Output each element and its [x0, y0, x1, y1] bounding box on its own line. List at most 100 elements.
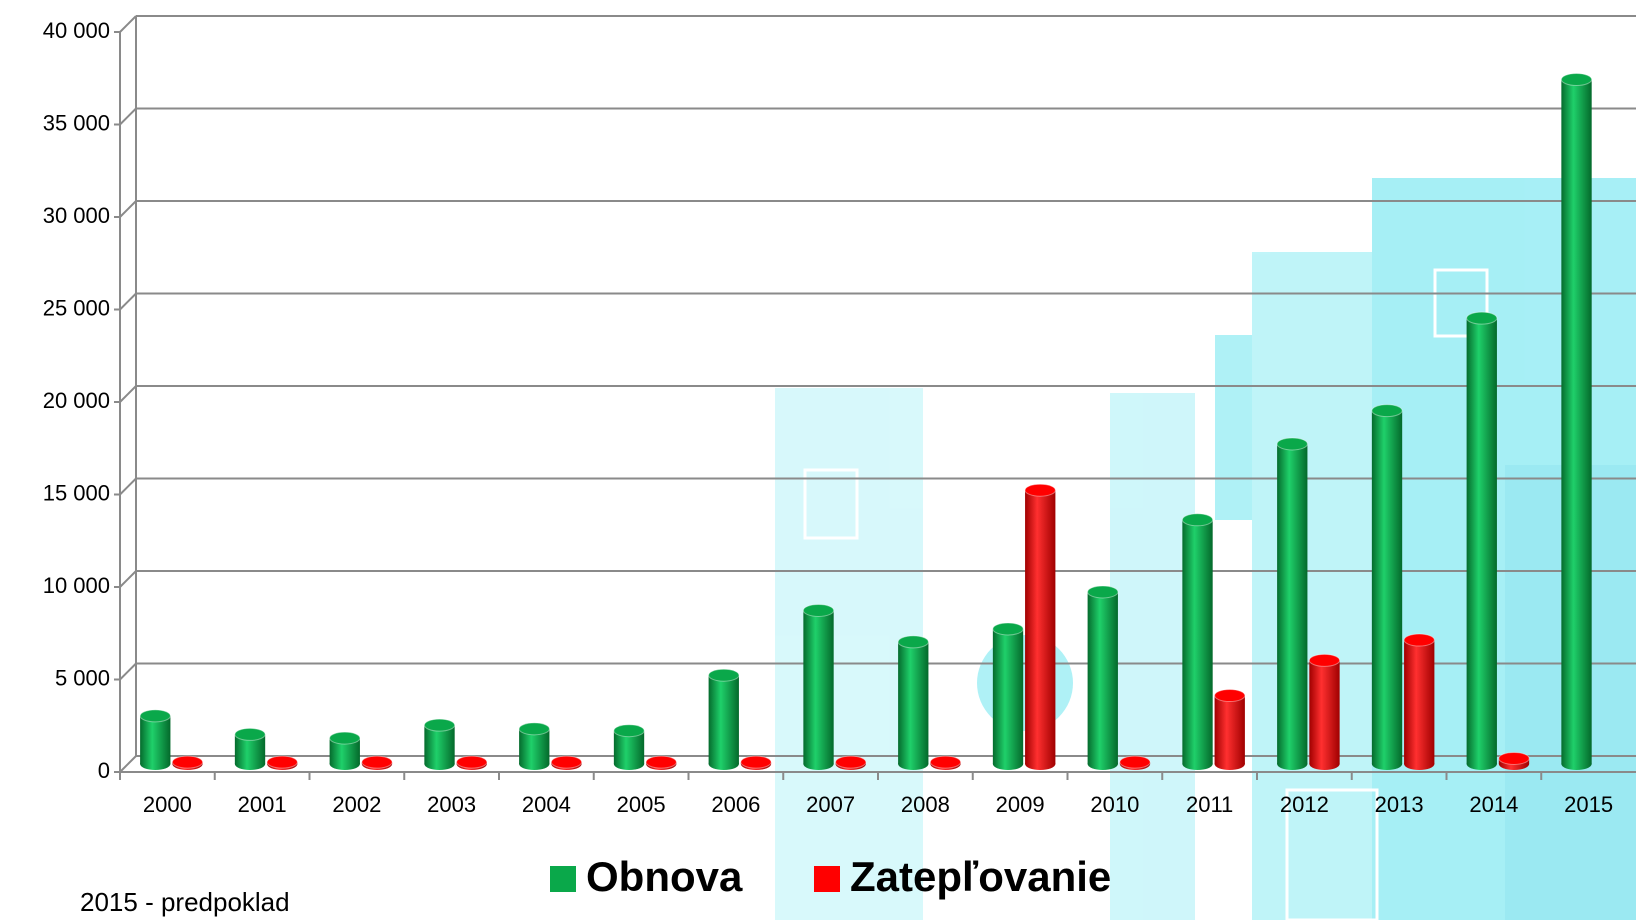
bar-top: [423, 718, 456, 732]
bar-body: [708, 675, 739, 764]
x-tick-label: 2011: [1186, 792, 1233, 817]
legend-label: Zatepľovanie: [850, 853, 1111, 900]
bar: [992, 622, 1024, 770]
x-tick-label: 2013: [1375, 792, 1424, 817]
bar-top: [361, 755, 393, 769]
bar-body: [1025, 490, 1056, 764]
y-tick-label: 0: [98, 758, 110, 783]
bar-top: [897, 635, 929, 649]
bar-top: [835, 755, 867, 769]
x-tick-label: 2008: [901, 792, 950, 817]
legend: Obnova Zatepľovanie: [550, 853, 1111, 900]
x-tick-label: 2001: [238, 792, 287, 817]
grid-line: [119, 200, 137, 218]
bar-bottom: [1404, 758, 1435, 770]
bar-top: [518, 722, 550, 736]
bar: [1087, 585, 1119, 770]
bar: [835, 755, 867, 770]
bar: [329, 731, 361, 770]
bar: [1466, 311, 1498, 770]
x-tick-label: 2005: [617, 792, 666, 817]
bar: [740, 755, 772, 770]
bar-bottom: [1025, 758, 1056, 770]
bar: [139, 709, 171, 770]
x-tick-label: 2014: [1469, 792, 1518, 817]
bar-top: [1498, 751, 1530, 765]
bar-top: [456, 755, 488, 769]
bar-body: [1214, 695, 1245, 764]
bar: [1024, 483, 1056, 770]
bar: [802, 603, 835, 770]
x-tick-label: 2002: [332, 792, 381, 817]
bar: [1560, 73, 1593, 770]
bar-top: [171, 755, 204, 769]
legend-swatch: [814, 866, 840, 892]
bar-bottom: [708, 758, 739, 770]
bar: [645, 755, 677, 770]
bar: [1181, 513, 1214, 770]
bar-top: [645, 755, 677, 769]
x-tick-label: 2015: [1564, 792, 1613, 817]
bar-bottom: [1277, 758, 1308, 770]
bar: [456, 755, 488, 770]
x-tick-label: 2009: [996, 792, 1045, 817]
y-tick-label: 35 000: [43, 110, 110, 135]
bar: [361, 755, 393, 770]
grid-line: [119, 570, 137, 588]
bar: [1276, 437, 1308, 770]
bar-top: [802, 603, 835, 617]
bar-top: [992, 622, 1024, 636]
bar: [234, 727, 266, 770]
bar-top: [550, 755, 583, 769]
bar: [1119, 755, 1151, 770]
bar-top: [266, 755, 298, 769]
bar-bottom: [1309, 758, 1340, 770]
bar-bottom: [424, 758, 455, 770]
grid-line: [119, 755, 137, 773]
bar-top: [1024, 483, 1056, 497]
bar-top: [234, 727, 266, 741]
bar-top: [329, 731, 361, 745]
bar: [929, 755, 962, 770]
bar: [1308, 653, 1341, 770]
grid-line: [119, 292, 137, 311]
y-tick-label: 40 000: [43, 18, 110, 43]
bar: [1403, 633, 1435, 770]
legend-swatch: [550, 866, 576, 892]
bar-bottom: [803, 758, 834, 770]
bar-top: [708, 668, 740, 682]
bar-top: [1276, 437, 1308, 451]
bar-top: [1308, 653, 1341, 667]
x-tick-label: 2012: [1280, 792, 1329, 817]
bar-body: [1561, 79, 1592, 764]
bar-body: [1371, 410, 1403, 764]
bar-bottom: [992, 758, 1024, 770]
bar-top: [1181, 513, 1214, 527]
grid-line: [119, 15, 137, 33]
bar: [518, 722, 550, 770]
y-tick-label: 20 000: [43, 388, 110, 413]
bar-body: [140, 715, 171, 764]
bar-top: [613, 724, 645, 738]
grid-line: [119, 107, 137, 126]
bar-bottom: [329, 758, 360, 770]
bar-body: [424, 725, 455, 764]
bar-bottom: [613, 758, 645, 770]
bar-top: [1214, 689, 1246, 703]
bar-body: [1087, 591, 1118, 764]
bar-bottom: [1466, 758, 1497, 770]
bar-bottom: [1182, 758, 1213, 770]
bar-bottom: [1214, 758, 1245, 770]
bar-top: [740, 755, 772, 769]
bar-bottom: [898, 758, 929, 770]
legend-label: Obnova: [586, 853, 743, 900]
x-tick-label: 2000: [143, 792, 192, 817]
bar-top: [1119, 755, 1151, 769]
bar-bottom: [140, 758, 171, 770]
bar: [1498, 751, 1530, 770]
bar: [550, 755, 583, 770]
bar: [171, 755, 204, 770]
bar: [423, 718, 456, 770]
x-tick-label: 2006: [711, 792, 760, 817]
